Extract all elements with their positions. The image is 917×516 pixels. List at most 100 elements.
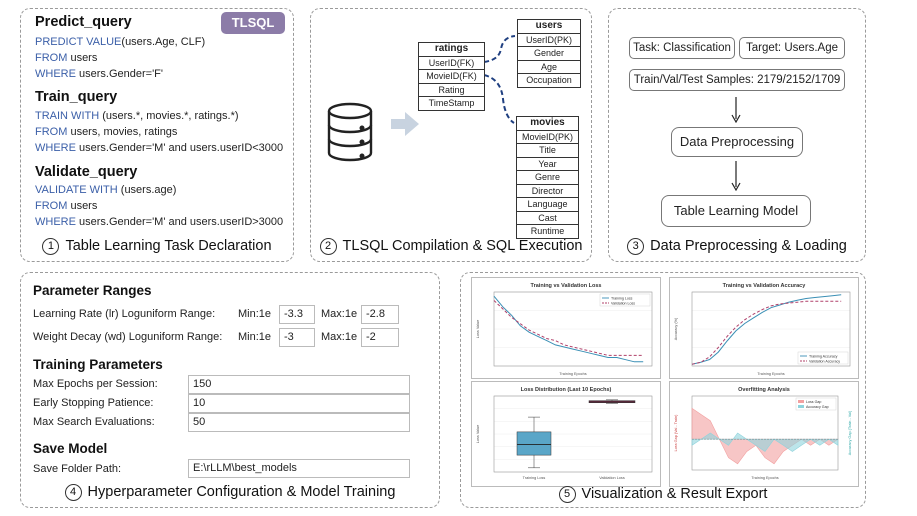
panel-task-declaration: TLSQL Predict_query PREDICT VALUE(users.… bbox=[20, 8, 294, 262]
table-field: Title bbox=[517, 143, 578, 157]
table-field: UserID(PK) bbox=[518, 32, 580, 47]
gap-area-acc bbox=[691, 432, 839, 452]
task-box: Task: Classification bbox=[629, 37, 735, 59]
training-parameters-title: Training Parameters bbox=[33, 357, 163, 372]
keyword: FROM bbox=[35, 52, 68, 64]
movies-table-name: movies bbox=[530, 117, 565, 128]
max-evals-input[interactable] bbox=[188, 413, 410, 432]
validate-query-line-1: VALIDATE WITH (users.age) bbox=[35, 184, 176, 196]
box-body bbox=[516, 431, 552, 456]
y-axis-label-left: Loss Gap (Val - Train) bbox=[674, 414, 678, 452]
step-number: 3 bbox=[627, 238, 645, 255]
x-axis-label: Training Epochs bbox=[757, 372, 784, 376]
table-field: Genre bbox=[517, 170, 578, 184]
wd-min-label: Min:1e bbox=[238, 331, 272, 343]
series-line-train bbox=[493, 295, 644, 363]
patience-input[interactable] bbox=[188, 394, 410, 413]
users-table-name: users bbox=[535, 20, 563, 31]
legend-label: Validation Accuracy bbox=[809, 360, 840, 364]
step-number: 1 bbox=[42, 238, 60, 255]
series-line-val bbox=[493, 300, 644, 356]
predict-query-line-2: FROM users bbox=[35, 52, 97, 64]
database-icon bbox=[327, 102, 373, 162]
lr-min-input[interactable] bbox=[279, 305, 315, 324]
table-field: Language bbox=[517, 197, 578, 211]
arrow-down-icon bbox=[731, 97, 741, 123]
arrow-right-icon bbox=[391, 112, 419, 136]
caption-text: Table Learning Task Declaration bbox=[65, 238, 272, 254]
query-text: (users.age) bbox=[117, 184, 177, 196]
lr-min-label: Min:1e bbox=[238, 308, 272, 320]
table-field: MovieID(FK) bbox=[419, 69, 484, 83]
query-text: users, movies, ratings bbox=[67, 126, 178, 138]
step-number: 5 bbox=[558, 486, 576, 503]
legend-label: Validation Loss bbox=[611, 302, 635, 306]
save-path-input[interactable] bbox=[188, 459, 410, 478]
table-learning-model-box: Table Learning Model bbox=[661, 195, 811, 227]
wd-max-input[interactable] bbox=[361, 328, 399, 347]
query-text: users.Gender='M' and users.userID<3000 bbox=[75, 142, 284, 154]
lr-max-input[interactable] bbox=[361, 305, 399, 324]
loss-distribution-chart: Loss Distribution (Last 10 Epochs) Traini… bbox=[471, 381, 661, 487]
relation-connectors bbox=[483, 35, 516, 124]
query-text: users bbox=[67, 52, 98, 64]
accuracy-chart: Training vs Validation Accuracy Training … bbox=[669, 277, 859, 379]
validate-query-line-2: FROM users bbox=[35, 200, 97, 212]
plot-frame bbox=[691, 291, 851, 367]
panel-visualization: Training vs Validation Loss Training Loss… bbox=[460, 272, 866, 508]
max-epochs-input[interactable] bbox=[188, 375, 410, 394]
save-model-title: Save Model bbox=[33, 441, 108, 456]
y-axis-label: Loss Value bbox=[476, 320, 480, 339]
x-axis-label: Training Epochs bbox=[559, 372, 586, 376]
chart-title: Loss Distribution (Last 10 Epochs) bbox=[521, 387, 612, 393]
data-preprocessing-box: Data Preprocessing bbox=[671, 127, 803, 157]
arrow-down-icon bbox=[731, 161, 741, 191]
train-query-title: Train_query bbox=[35, 89, 118, 105]
legend-label: Training Accuracy bbox=[809, 355, 838, 359]
keyword: FROM bbox=[35, 126, 68, 138]
ratings-table-name: ratings bbox=[434, 43, 469, 54]
wd-max-label: Max:1e bbox=[321, 331, 358, 343]
panel-caption: 3 Data Preprocessing & Loading bbox=[609, 238, 865, 255]
panel-caption: 2 TLSQL Compilation & SQL Execution bbox=[311, 238, 591, 255]
table-field: Gender bbox=[518, 46, 580, 60]
table-field: UserID(FK) bbox=[419, 55, 484, 70]
table-field: Director bbox=[517, 183, 578, 198]
keyword: FROM bbox=[35, 200, 68, 212]
loss-chart: Training vs Validation Loss Training Loss… bbox=[471, 277, 661, 379]
chart-title: Training vs Validation Accuracy bbox=[723, 283, 807, 289]
legend-swatch bbox=[798, 405, 804, 408]
caption-text: Hyperparameter Configuration & Model Tra… bbox=[87, 484, 396, 500]
wd-min-input[interactable] bbox=[279, 328, 315, 347]
predict-query-line-3: WHERE users.Gender='F' bbox=[35, 68, 163, 80]
caption-text: TLSQL Compilation & SQL Execution bbox=[342, 238, 583, 254]
legend-swatch bbox=[798, 400, 804, 403]
plot-frame bbox=[493, 291, 653, 367]
table-field: TimeStamp bbox=[419, 96, 484, 110]
panel-caption: 5 Visualization & Result Export bbox=[461, 486, 865, 503]
chart-title: Training vs Validation Loss bbox=[531, 283, 602, 289]
target-box: Target: Users.Age bbox=[739, 37, 845, 59]
plot-frame bbox=[493, 395, 653, 473]
step-number: 2 bbox=[319, 238, 337, 255]
train-query-line-3: WHERE users.Gender='M' and users.userID<… bbox=[35, 142, 283, 154]
save-path-label: Save Folder Path: bbox=[33, 463, 122, 475]
query-text: users.Gender='M' and users.userID>3000 bbox=[75, 216, 284, 228]
legend-label: Accuracy Gap bbox=[806, 405, 829, 409]
table-field: MovieID(PK) bbox=[517, 129, 578, 144]
y-axis-label-right: Accuracy Gap (Train - Val) bbox=[848, 410, 852, 455]
chart-title: Overfitting Analysis bbox=[738, 387, 790, 393]
query-text: (users.Age, CLF) bbox=[121, 36, 206, 48]
category-label: Training Loss bbox=[523, 476, 546, 480]
panel-caption: 4 Hyperparameter Configuration & Model Tr… bbox=[21, 484, 439, 501]
table-field: Age bbox=[518, 59, 580, 74]
series-line-val bbox=[691, 300, 842, 365]
legend-label: Loss Gap bbox=[806, 400, 821, 404]
query-text: (users.*, movies.*, ratings.*) bbox=[99, 110, 239, 122]
panel-caption: 1 Table Learning Task Declaration bbox=[21, 238, 293, 255]
y-axis-label: Loss Value bbox=[476, 425, 480, 444]
predict-query-line-1: PREDICT VALUE(users.Age, CLF) bbox=[35, 36, 205, 48]
x-axis-label: Training Epochs bbox=[751, 476, 778, 480]
legend-label: Training Loss bbox=[611, 297, 633, 301]
predict-query-title: Predict_query bbox=[35, 14, 132, 30]
